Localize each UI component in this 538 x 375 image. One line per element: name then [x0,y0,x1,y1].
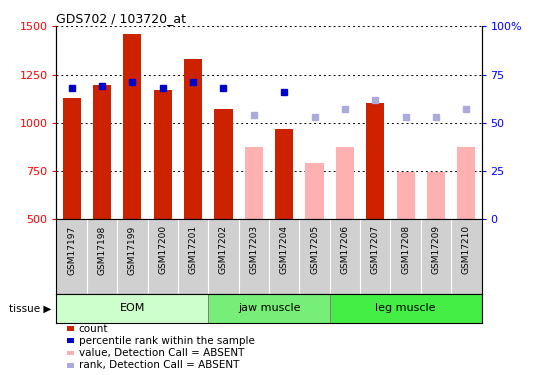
Bar [275,129,293,219]
Text: count: count [79,324,108,334]
Text: rank, Detection Call = ABSENT: rank, Detection Call = ABSENT [79,360,239,370]
Text: GSM17207: GSM17207 [371,225,380,274]
Bar [306,164,324,219]
Text: percentile rank within the sample: percentile rank within the sample [79,336,254,346]
Text: GSM17205: GSM17205 [310,225,319,274]
Text: GSM17199: GSM17199 [128,225,137,274]
Bar [208,294,330,322]
Bar [330,294,482,322]
Text: GSM17206: GSM17206 [341,225,349,274]
Bar [245,147,263,219]
Text: tissue ▶: tissue ▶ [9,303,51,313]
Text: GSM17209: GSM17209 [431,225,441,274]
Bar [62,98,81,219]
Text: GSM17202: GSM17202 [219,225,228,274]
Bar [184,59,202,219]
Bar [154,90,172,219]
Text: value, Detection Call = ABSENT: value, Detection Call = ABSENT [79,348,244,358]
Bar [123,34,141,219]
Text: GSM17204: GSM17204 [280,225,289,274]
Text: GDS702 / 103720_at: GDS702 / 103720_at [56,12,187,25]
Text: GSM17198: GSM17198 [97,225,107,274]
Bar [397,172,415,219]
Text: GSM17203: GSM17203 [249,225,258,274]
Bar [56,294,208,322]
Text: EOM: EOM [119,303,145,313]
Bar [93,85,111,219]
Bar [214,109,232,219]
Text: GSM17200: GSM17200 [158,225,167,274]
Text: GSM17197: GSM17197 [67,225,76,274]
Text: leg muscle: leg muscle [376,303,436,313]
Bar [427,172,445,219]
Text: GSM17201: GSM17201 [189,225,197,274]
Text: GSM17208: GSM17208 [401,225,410,274]
Bar [366,104,384,219]
Text: GSM17210: GSM17210 [462,225,471,274]
Text: jaw muscle: jaw muscle [238,303,300,313]
Bar [336,147,354,219]
Bar [457,147,476,219]
